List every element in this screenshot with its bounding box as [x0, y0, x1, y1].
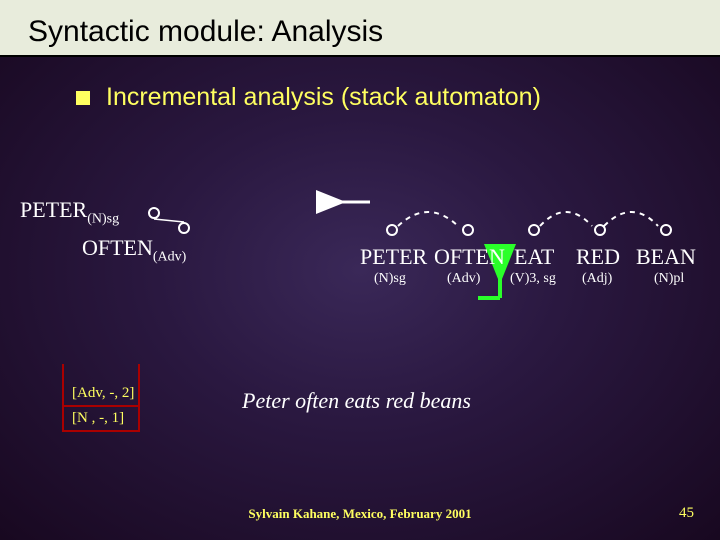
word-label: PETER: [360, 244, 427, 270]
word-label: OFTEN: [434, 244, 505, 270]
word-sublabel: (N)sg: [374, 271, 406, 287]
graph-node: [148, 207, 160, 219]
graph-node: [178, 222, 190, 234]
footer-text: Sylvain Kahane, Mexico, February 2001: [0, 506, 720, 522]
word-sublabel: (V)3, sg: [510, 271, 556, 287]
graph-node: [660, 224, 672, 236]
page-number: 45: [679, 505, 694, 522]
stack-cell: [Adv, -, 2]: [64, 382, 138, 407]
graph-node: [594, 224, 606, 236]
page-title: Syntactic module: Analysis: [0, 0, 720, 57]
graph-node: [528, 224, 540, 236]
word-label: PETER(N)sg: [20, 197, 119, 227]
word-label: EAT: [514, 244, 554, 270]
example-sentence: Peter often eats red beans: [242, 388, 471, 414]
bullet-row: Incremental analysis (stack automaton): [76, 83, 720, 112]
word-label: RED: [576, 244, 620, 270]
word-sublabel: (Adj): [582, 271, 612, 287]
word-label: BEAN: [636, 244, 696, 270]
diagram-svg: [0, 0, 720, 540]
word-sublabel: (N)pl: [654, 271, 684, 287]
graph-node: [462, 224, 474, 236]
word-label: OFTEN(Adv): [82, 235, 186, 265]
bullet-square-icon: [76, 91, 90, 105]
stack-box: [Adv, -, 2][N , -, 1]: [62, 364, 140, 432]
word-sublabel: (Adv): [447, 271, 480, 287]
stack-cell: [N , -, 1]: [64, 407, 138, 432]
graph-node: [386, 224, 398, 236]
bullet-text: Incremental analysis (stack automaton): [106, 83, 541, 112]
